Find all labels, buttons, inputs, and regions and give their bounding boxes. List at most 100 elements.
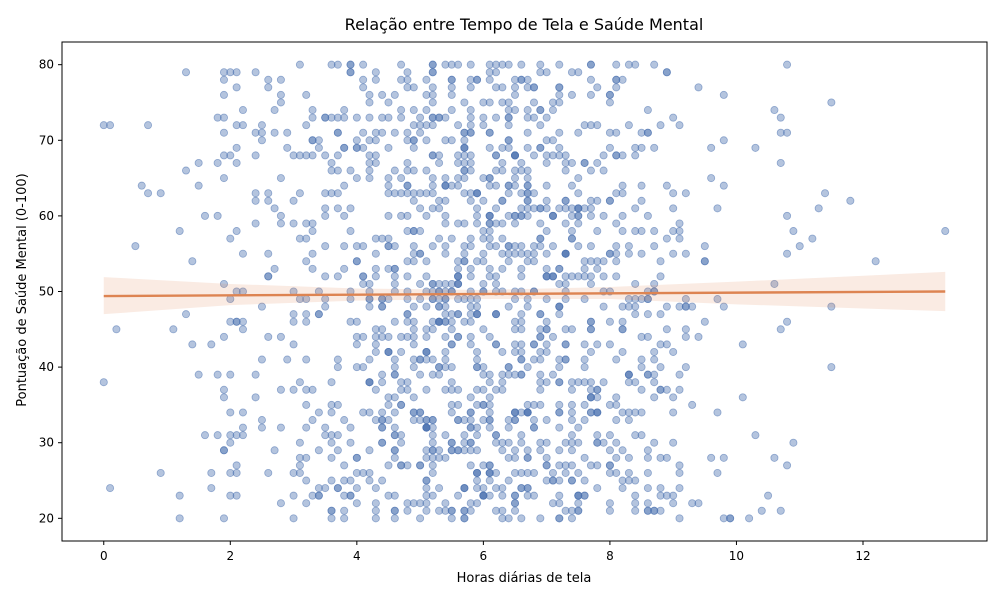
data-point — [511, 151, 520, 160]
data-point — [416, 128, 425, 137]
data-point — [593, 121, 602, 130]
data-point — [371, 347, 380, 356]
data-point — [422, 484, 431, 493]
data-point — [536, 438, 545, 447]
data-point — [207, 340, 216, 349]
data-point — [529, 113, 538, 122]
data-point — [580, 453, 589, 462]
data-point — [314, 491, 323, 500]
data-point — [403, 332, 412, 341]
data-point — [511, 408, 520, 417]
data-point — [378, 113, 387, 122]
data-point — [473, 400, 482, 409]
data-point — [447, 408, 456, 417]
data-point — [511, 416, 520, 425]
data-point — [643, 370, 652, 379]
data-point — [466, 75, 475, 84]
data-point — [561, 166, 570, 175]
data-point — [485, 143, 494, 152]
data-point — [643, 453, 652, 462]
data-point — [586, 204, 595, 213]
data-point — [454, 60, 463, 69]
data-point — [200, 431, 209, 440]
data-point — [232, 491, 241, 500]
data-point — [492, 181, 501, 190]
data-point — [428, 370, 437, 379]
data-point — [536, 68, 545, 77]
data-point — [555, 476, 564, 485]
data-point — [460, 189, 469, 198]
data-point — [567, 378, 576, 387]
data-point — [555, 98, 564, 107]
data-point — [529, 400, 538, 409]
data-point — [479, 363, 488, 372]
data-point — [340, 211, 349, 220]
data-point — [485, 378, 494, 387]
data-point — [498, 378, 507, 387]
data-point — [359, 143, 368, 152]
data-point — [593, 484, 602, 493]
data-point — [637, 196, 646, 205]
data-point — [719, 514, 728, 523]
data-point — [675, 514, 684, 523]
data-point — [226, 438, 235, 447]
data-point — [555, 514, 564, 523]
data-point — [605, 143, 614, 152]
data-point — [302, 453, 311, 462]
data-point — [586, 347, 595, 356]
data-point — [498, 158, 507, 167]
data-point — [378, 302, 387, 311]
data-point — [555, 83, 564, 92]
data-point — [371, 75, 380, 84]
data-point — [548, 151, 557, 160]
data-point — [213, 113, 222, 122]
data-point — [504, 257, 513, 266]
data-point — [555, 279, 564, 288]
data-point — [567, 272, 576, 281]
data-point — [384, 347, 393, 356]
data-point — [542, 68, 551, 77]
data-point — [650, 242, 659, 251]
data-point — [384, 264, 393, 273]
data-point — [542, 453, 551, 462]
data-point — [371, 484, 380, 493]
data-point — [498, 347, 507, 356]
y-axis-label: Pontuação de Saúde Mental (0-100) — [15, 173, 30, 406]
data-point — [567, 227, 576, 236]
data-point — [713, 204, 722, 213]
data-point — [264, 468, 273, 477]
data-point — [409, 393, 418, 402]
data-point — [441, 196, 450, 205]
data-point — [479, 98, 488, 107]
data-point — [466, 83, 475, 92]
data-point — [681, 249, 690, 258]
data-point — [308, 491, 317, 500]
data-point — [226, 151, 235, 160]
data-point — [523, 204, 532, 213]
data-point — [643, 484, 652, 493]
data-point — [416, 204, 425, 213]
data-point — [542, 272, 551, 281]
data-point — [498, 60, 507, 69]
data-point — [365, 151, 374, 160]
data-point — [460, 242, 469, 251]
data-point — [447, 181, 456, 190]
data-point — [359, 332, 368, 341]
data-point — [460, 166, 469, 175]
data-point — [428, 90, 437, 99]
data-point — [416, 249, 425, 258]
data-point — [492, 340, 501, 349]
data-point — [542, 158, 551, 167]
data-point — [371, 499, 380, 508]
data-point — [409, 136, 418, 145]
data-point — [371, 68, 380, 77]
data-point — [643, 446, 652, 455]
data-point — [428, 204, 437, 213]
data-point — [675, 302, 684, 311]
data-point — [397, 106, 406, 115]
data-point — [529, 189, 538, 198]
data-point — [612, 75, 621, 84]
data-point — [219, 279, 228, 288]
data-point — [700, 317, 709, 326]
data-point — [257, 416, 266, 425]
